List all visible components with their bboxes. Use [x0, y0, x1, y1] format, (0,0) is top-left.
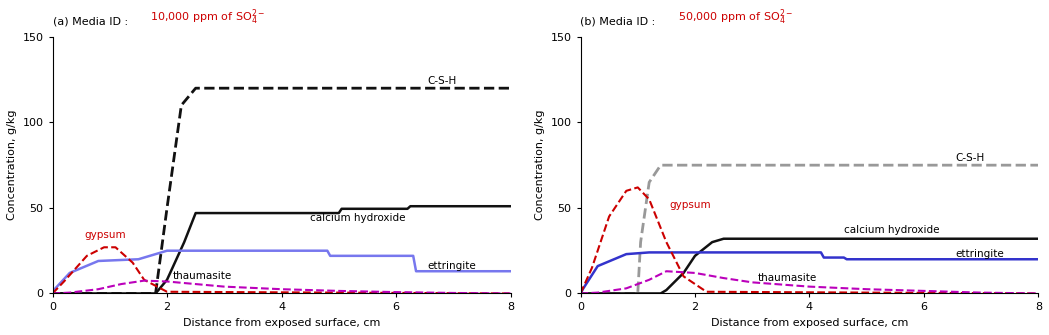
X-axis label: Distance from exposed surface, cm: Distance from exposed surface, cm — [711, 318, 908, 328]
Text: thaumasite: thaumasite — [173, 271, 232, 281]
Text: thaumasite: thaumasite — [758, 273, 817, 283]
Y-axis label: Concentration, g/kg: Concentration, g/kg — [535, 110, 544, 220]
Text: 50,000 ppm of SO$_4^{2-}$: 50,000 ppm of SO$_4^{2-}$ — [678, 7, 793, 26]
X-axis label: Distance from exposed surface, cm: Distance from exposed surface, cm — [183, 318, 380, 328]
Text: (a) Media ID :: (a) Media ID : — [52, 17, 131, 26]
Text: gypsum: gypsum — [84, 230, 126, 240]
Text: ettringite: ettringite — [428, 261, 476, 271]
Text: (b) Media ID :: (b) Media ID : — [580, 17, 659, 26]
Text: gypsum: gypsum — [669, 200, 711, 209]
Text: calcium hydroxide: calcium hydroxide — [311, 213, 406, 223]
Text: ettringite: ettringite — [956, 249, 1004, 259]
Text: calcium hydroxide: calcium hydroxide — [843, 225, 939, 235]
Text: C-S-H: C-S-H — [428, 76, 456, 86]
Y-axis label: Concentration, g/kg: Concentration, g/kg — [7, 110, 17, 220]
Text: 10,000 ppm of SO$_4^{2-}$: 10,000 ppm of SO$_4^{2-}$ — [150, 7, 265, 26]
Text: C-S-H: C-S-H — [956, 153, 985, 163]
